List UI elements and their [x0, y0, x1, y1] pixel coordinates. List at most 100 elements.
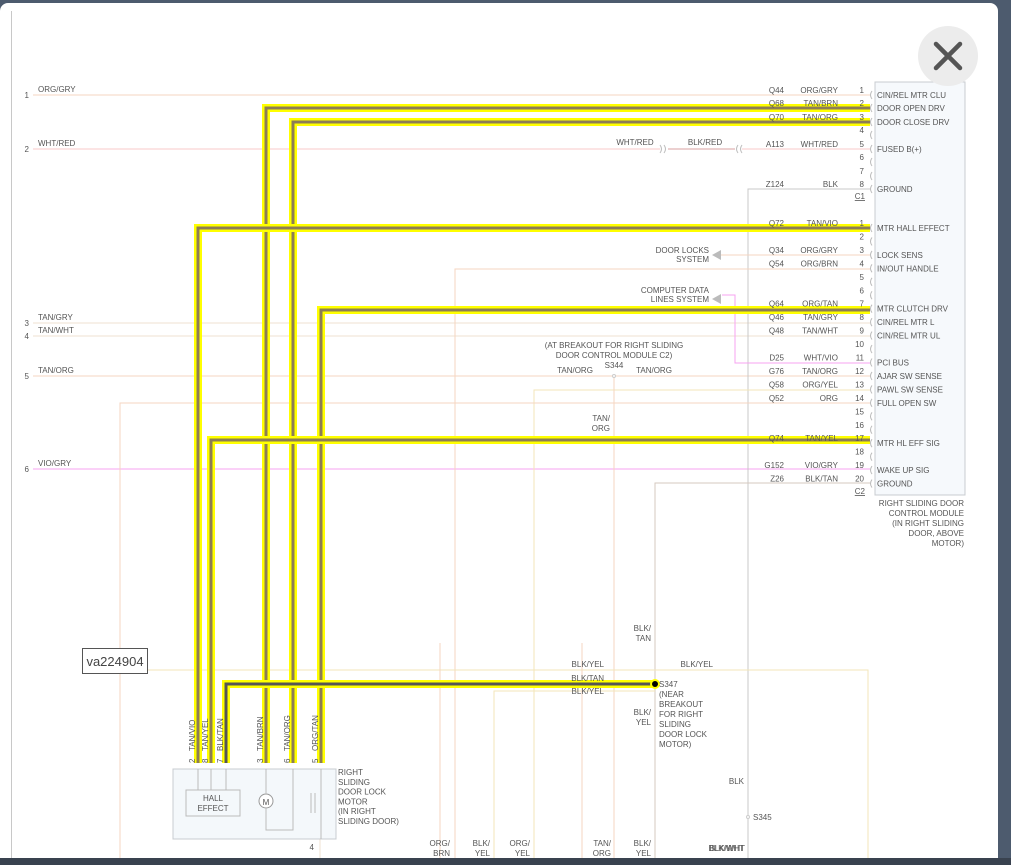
wire-label: BLK/YEL [572, 687, 605, 696]
s344-left-wire: TAN/ORG [557, 366, 593, 375]
connector-cavity-icon [870, 465, 873, 475]
module-label: MOTOR) [932, 539, 965, 548]
wire-label: BLK/TAN [571, 674, 604, 683]
circuit-id: A113 [766, 140, 785, 149]
wire-color-label: ORG/GRY [800, 86, 838, 95]
circuit-id: Z124 [766, 180, 785, 189]
connector-cavity-icon [870, 412, 873, 421]
left-wire-number: 2 [25, 145, 30, 154]
s344-right-wire: TAN/ORG [636, 366, 672, 375]
motor-label: MOTOR [338, 797, 368, 806]
s347-id: S347 [659, 680, 678, 689]
bottom-wire-label: ORG/ [510, 839, 531, 848]
left-wire-color: TAN/GRY [38, 313, 73, 322]
connector-cavity-icon [870, 331, 873, 340]
wire-color-label: WHT/RED [801, 140, 839, 149]
left-wire-number: 3 [25, 319, 30, 328]
pin-number: 15 [855, 407, 864, 416]
pin-number: 17 [855, 434, 864, 443]
splice-s347-icon [652, 681, 658, 687]
connector-cavity-icon [870, 425, 873, 435]
pin-function-label: DOOR OPEN DRV [877, 104, 946, 113]
pin-function-label: GROUND [877, 480, 913, 489]
viewer-border [11, 11, 12, 860]
connector-cavity-icon [870, 90, 873, 100]
wire-org [119, 402, 870, 860]
wire-tan-yel [209, 438, 870, 763]
wire-color-label: TAN/GRY [803, 313, 838, 322]
s344-note: DOOR CONTROL MODULE C2) [556, 351, 673, 360]
wire-blk-tan [224, 682, 655, 763]
circuit-id: Q54 [769, 259, 785, 268]
circuit-id: Q34 [769, 246, 785, 255]
pin-number: 10 [855, 340, 864, 349]
solenoid-icon [310, 793, 316, 813]
connector-cavity-icon [870, 344, 873, 354]
motor-pin-wire: TAN/VIO [188, 720, 197, 751]
pin-number: 20 [855, 475, 864, 484]
wire-org-yel [533, 389, 870, 860]
connector-cavity-icon [870, 250, 873, 260]
connector-cavity-icon [870, 171, 873, 181]
circuit-id: Q58 [769, 380, 785, 389]
pin-function-label: PCI BUS [877, 359, 909, 368]
connector-cavity-icon [870, 304, 873, 313]
bottom-wire-label: YEL [515, 849, 531, 858]
module-label: DOOR, ABOVE [908, 529, 964, 538]
pin-number: 7 [860, 300, 865, 309]
wire-color-label: ORG [820, 394, 838, 403]
pin-function-label: MTR HALL EFFECT [877, 224, 950, 233]
circuit-id: Q64 [769, 300, 785, 309]
close-button[interactable] [918, 26, 978, 86]
motor-symbol: M [263, 798, 270, 807]
s345-up-wire: BLK [729, 777, 745, 786]
inline-wire-right: BLK/RED [688, 138, 722, 147]
circuit-id: Q68 [769, 99, 785, 108]
s345-down-wire: BLK/WHT [708, 844, 744, 853]
wire-color-label: BLK [823, 180, 839, 189]
left-wire-number: 1 [25, 91, 30, 100]
motor-pin-number: 5 [311, 758, 320, 763]
wire-color-label: ORG/BRN [801, 259, 839, 268]
wire-color-label: TAN/BRN [803, 99, 838, 108]
pin-number: 5 [860, 140, 865, 149]
pin-function-label: GROUND [877, 185, 913, 194]
pin-number: 4 [860, 259, 865, 268]
splice-s344-icon [612, 374, 616, 378]
s347-down-wire: YEL [636, 718, 652, 727]
circuit-id: Z26 [770, 475, 784, 484]
wire-color-label: VIO/GRY [805, 461, 839, 470]
connector-cavity-icon [870, 144, 873, 154]
wire-org-brn [454, 268, 870, 860]
motor-pin-number: 7 [216, 758, 225, 763]
door-lock-motor-box [172, 768, 337, 840]
motor-pin-number: 8 [201, 758, 210, 763]
pin-function-label: PAWL SW SENSE [877, 385, 943, 394]
pin-number: 1 [860, 219, 865, 228]
motor-label: RIGHT [338, 768, 363, 777]
wire-tan-vio [196, 226, 870, 763]
wire-color-label: ORG/YEL [802, 380, 838, 389]
s344-down-wire: TAN/ [592, 414, 610, 423]
hall-effect-box [185, 789, 241, 817]
wire-label: BLK/YEL [681, 660, 714, 669]
connector-cavity-icon [870, 264, 873, 273]
left-wire-number: 6 [25, 465, 30, 474]
connector-cavity-icon [870, 358, 873, 367]
connector-cavity-icon [870, 130, 873, 140]
pin-number: 1 [860, 86, 865, 95]
connector-cavity-icon [870, 103, 873, 113]
pin-function-label: FULL OPEN SW [877, 399, 937, 408]
connector-c2-label: C2 [855, 487, 866, 496]
motor-label: SLIDING [338, 778, 370, 787]
pin-number: 8 [860, 180, 865, 189]
connector-cavity-icon [870, 385, 873, 394]
s345-id: S345 [753, 813, 772, 822]
pin-number: 2 [860, 232, 865, 241]
left-wire-color: VIO/GRY [38, 459, 72, 468]
s347-up-wire: TAN [636, 634, 652, 643]
computer-data-lines-label: COMPUTER DATA [641, 286, 710, 295]
motor-ground-pin: 4 [310, 843, 315, 852]
connector-cavity-icon [870, 438, 873, 448]
wire-color-label: ORG/TAN [802, 300, 838, 309]
